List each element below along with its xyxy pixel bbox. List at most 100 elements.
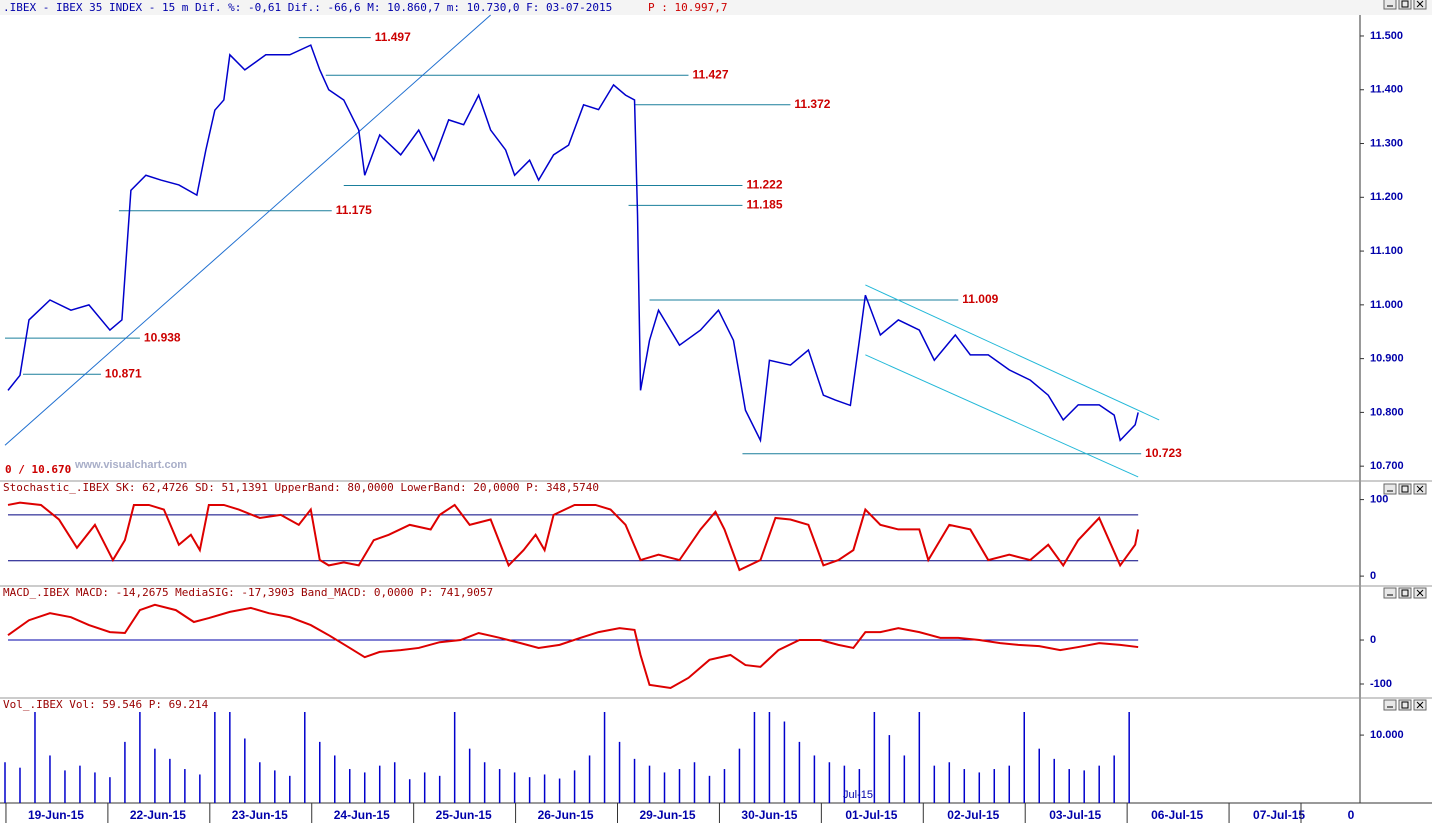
- data-line: [7, 603, 1139, 690]
- y-tick-label: 0: [1370, 570, 1376, 582]
- x-tick-label: 07-Jul-15: [1253, 808, 1305, 822]
- y-tick-label: 10.000: [1370, 729, 1404, 741]
- volume-bar: [64, 770, 66, 803]
- volume-bar: [543, 774, 546, 803]
- volume-bar: [1113, 755, 1115, 803]
- volume-bar: [708, 775, 711, 803]
- window-button[interactable]: [1383, 699, 1397, 711]
- volume-bar: [199, 774, 201, 803]
- trend-line: [865, 284, 1160, 421]
- x-tick-label: 03-Jul-15: [1049, 808, 1101, 822]
- volume-bar: [453, 712, 456, 803]
- y-tick-label: 11.100: [1370, 245, 1403, 257]
- level-label: 11.372: [794, 97, 830, 111]
- window-button[interactable]: [1398, 699, 1412, 711]
- volume-bar: [573, 770, 576, 803]
- volume-bar: [304, 712, 306, 803]
- x-tick-label: 19-Jun-15: [28, 808, 84, 822]
- trend-line: [865, 354, 1139, 478]
- trend-line: [4, 14, 491, 446]
- y-tick-label: 10.700: [1370, 460, 1404, 472]
- volume-bar: [94, 772, 96, 803]
- x-tick-label: 26-Jun-15: [538, 808, 594, 822]
- y-tick-label: 11.300: [1370, 137, 1403, 149]
- level-label: 10.871: [105, 366, 142, 380]
- volume-bar: [154, 748, 156, 803]
- window-button[interactable]: [1398, 587, 1412, 599]
- button-icon: [1416, 485, 1424, 493]
- header-bar: [0, 0, 1432, 15]
- data-line: [7, 501, 1140, 572]
- month-label: Jul-15: [843, 789, 873, 801]
- volume-bar: [963, 769, 966, 803]
- volume-bar: [738, 748, 741, 803]
- button-icon: [1401, 701, 1409, 709]
- level-label: 11.175: [336, 203, 372, 217]
- window-button[interactable]: [1383, 483, 1397, 495]
- volume-bar: [184, 769, 186, 803]
- volume-bar: [1023, 712, 1025, 803]
- volume-bar: [468, 748, 471, 803]
- volume-bar: [828, 762, 831, 803]
- level-label: 11.185: [746, 198, 782, 212]
- volume-bar: [79, 765, 81, 803]
- data-line: [7, 44, 1139, 443]
- volume-bar: [948, 762, 951, 803]
- volume-bar: [768, 712, 771, 803]
- window-button[interactable]: [1383, 587, 1397, 599]
- volume-bar: [918, 712, 921, 803]
- volume-bar: [1098, 765, 1100, 803]
- volume-bar: [274, 770, 276, 803]
- button-icon: [1416, 701, 1424, 709]
- button-icon: [1401, 589, 1409, 597]
- watermark: www.visualchart.com: [74, 459, 187, 471]
- volume-bar: [933, 765, 936, 803]
- volume-bar: [693, 762, 696, 803]
- window-button[interactable]: [1398, 483, 1412, 495]
- volume-bar: [633, 758, 636, 803]
- volume-bar: [1068, 769, 1070, 803]
- volume-bar: [244, 738, 246, 803]
- window-button[interactable]: [1383, 0, 1397, 10]
- header-text: .IBEX - IBEX 35 INDEX - 15 m Dif. %: -0,…: [3, 1, 612, 14]
- volume-bar: [34, 712, 36, 803]
- level-label: 11.222: [746, 178, 782, 192]
- panel-title: MACD_.IBEX MACD: -14,2675 MediaSIG: -17,…: [3, 586, 493, 599]
- volume-bar: [528, 777, 531, 803]
- volume-bar: [49, 755, 51, 803]
- x-tick-label: 24-Jun-15: [334, 808, 390, 822]
- volume-bar: [588, 755, 591, 803]
- panel-title: Vol_.IBEX Vol: 59.546 P: 69.214: [3, 698, 209, 711]
- volume-bar: [1008, 765, 1011, 803]
- button-icon: [1416, 589, 1424, 597]
- x-tick-label: 30-Jun-15: [741, 808, 797, 822]
- volume-bar: [723, 769, 726, 803]
- volume-bar: [348, 769, 351, 803]
- volume-bar: [139, 712, 141, 803]
- x-tick-label: 23-Jun-15: [232, 808, 288, 822]
- volume-bar: [678, 769, 681, 803]
- volume-bar: [1083, 770, 1085, 803]
- x-tick-label: 01-Jul-15: [845, 808, 897, 822]
- window-button[interactable]: [1398, 0, 1412, 10]
- volume-bar: [408, 779, 411, 803]
- volume-bar: [843, 765, 846, 803]
- button-icon: [1416, 0, 1424, 8]
- x-tick-label: 06-Jul-15: [1151, 808, 1203, 822]
- volume-bar: [858, 769, 861, 803]
- volume-bar: [978, 772, 981, 803]
- y-tick-label: 11.400: [1370, 84, 1403, 96]
- y-tick-label: 11.200: [1370, 191, 1403, 203]
- y-tick-label: 11.000: [1370, 299, 1403, 311]
- volume-bar: [513, 772, 516, 803]
- volume-bar: [378, 765, 381, 803]
- level-label: 11.497: [375, 30, 411, 44]
- volume-bar: [648, 765, 651, 803]
- volume-bar: [169, 758, 171, 803]
- volume-bar: [229, 712, 231, 803]
- volume-bar: [393, 762, 396, 803]
- volume-bar: [888, 735, 891, 803]
- level-label: 10.723: [1145, 446, 1182, 460]
- volume-bar: [663, 772, 666, 803]
